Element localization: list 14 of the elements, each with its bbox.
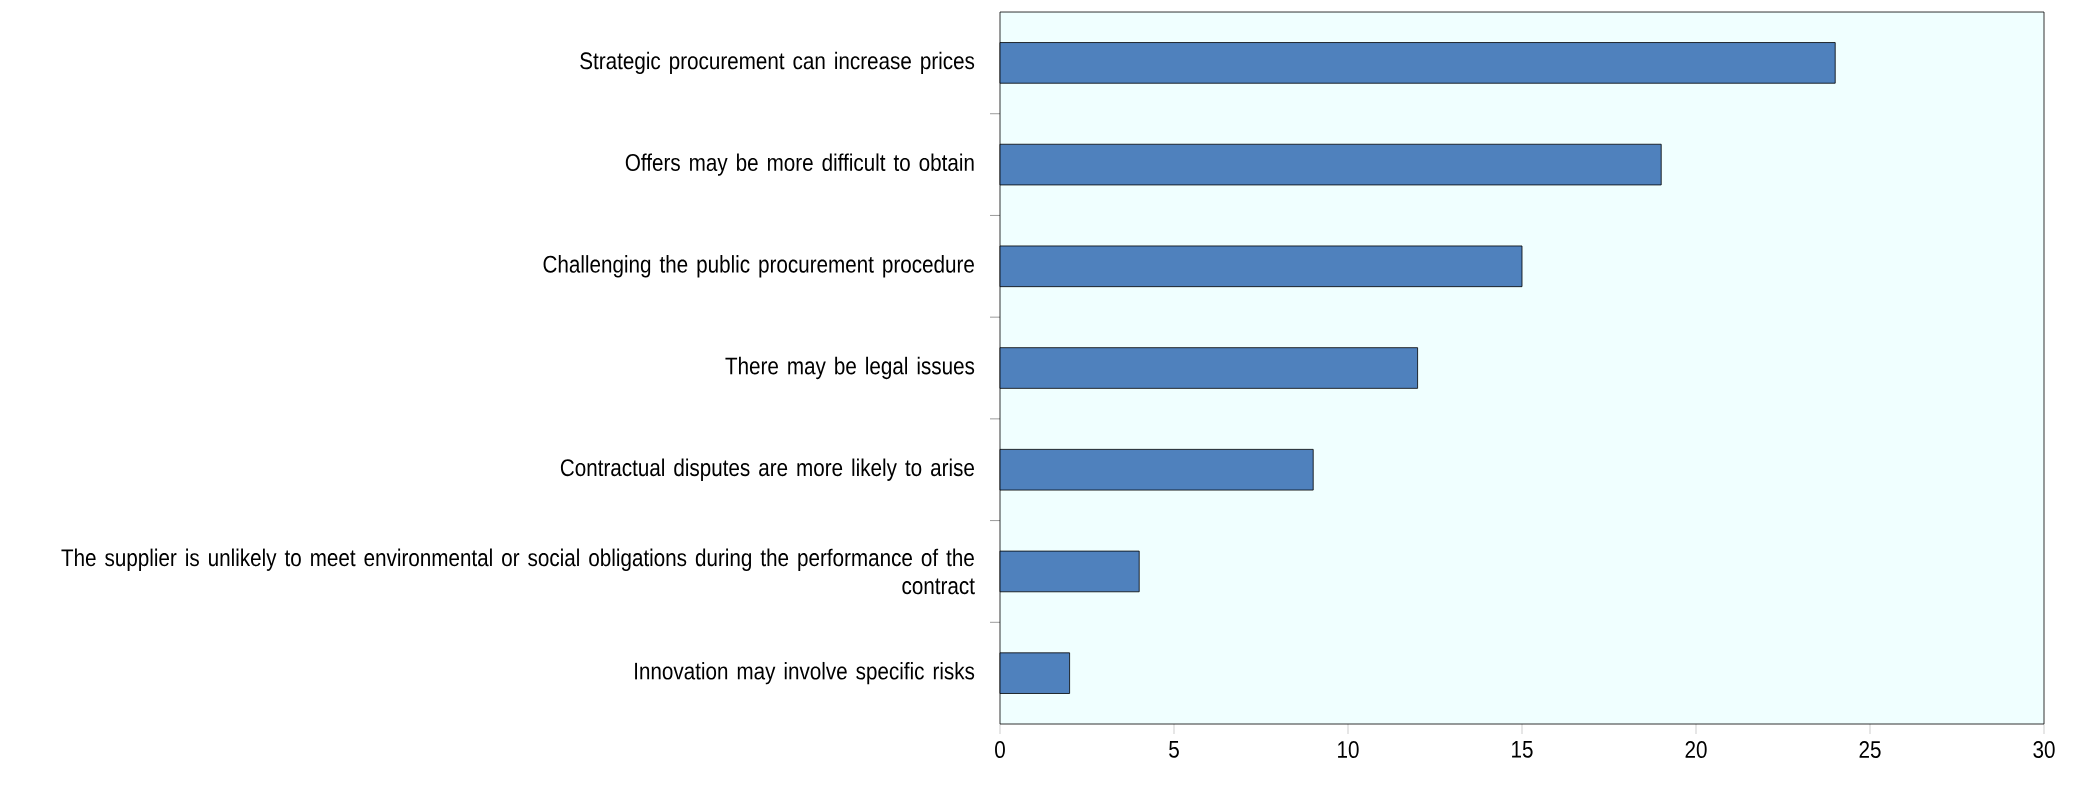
x-tick-label: 15 xyxy=(1512,741,1533,758)
y-tick-label: There may be legal issues xyxy=(725,356,975,380)
y-tick-label: Challenging the public procurement procedure xyxy=(543,255,974,278)
y-tick-label: The supplier is unlikely to meet environmental or social obligations during the performance of the contract xyxy=(61,548,975,595)
x-tick-label: 0 xyxy=(995,741,1005,759)
x-tick-label: 10 xyxy=(1338,741,1359,759)
x-tick-label: 5 xyxy=(1169,741,1179,758)
y-tick-label: Strategic procurement can increase prices xyxy=(580,51,975,75)
y-tick-label: Offers may be more difficult to obtain xyxy=(625,153,974,176)
x-tick-label: 25 xyxy=(1859,741,1881,759)
x-tick-label: 20 xyxy=(1685,741,1707,759)
y-tick-label: Innovation may involve specific risks xyxy=(635,661,975,685)
y-tick-label: Contractual disputes are more likely to arise xyxy=(560,458,974,481)
x-tick-label: 30 xyxy=(2033,741,2055,759)
